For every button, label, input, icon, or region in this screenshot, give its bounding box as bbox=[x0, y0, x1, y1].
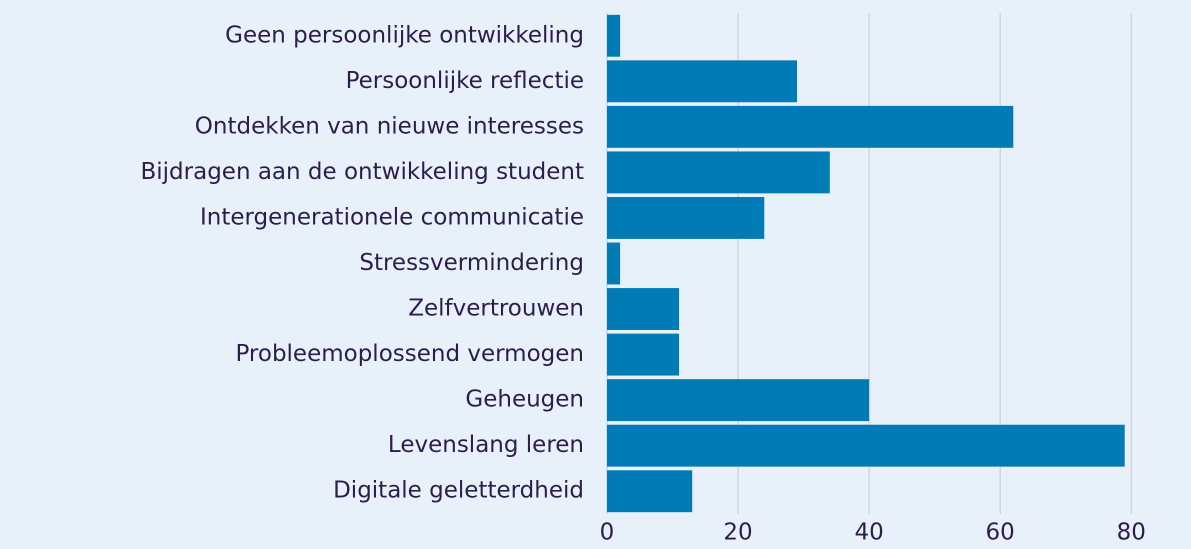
y-tick-label: Stressvermindering bbox=[359, 250, 584, 276]
bar bbox=[607, 60, 798, 103]
y-tick-label: Digitale geletterdheid bbox=[333, 478, 584, 504]
y-tick-label: Geheugen bbox=[465, 387, 584, 413]
bar bbox=[607, 242, 621, 285]
x-tick-label: 0 bbox=[600, 520, 615, 546]
y-tick-label: Ontdekken van nieuwe interesses bbox=[195, 113, 584, 139]
x-tick-label: 60 bbox=[986, 520, 1015, 546]
x-tick-label: 20 bbox=[723, 520, 752, 546]
bar bbox=[607, 197, 765, 239]
bar bbox=[607, 288, 680, 330]
bar bbox=[607, 424, 1125, 467]
y-tick-label: Intergenerationele communicatie bbox=[200, 204, 584, 230]
y-tick-label: Persoonlijke reflectie bbox=[346, 68, 584, 94]
x-tick-label: 80 bbox=[1117, 520, 1146, 546]
y-tick-label: Zelfvertrouwen bbox=[408, 296, 584, 322]
bar bbox=[607, 151, 830, 194]
bar bbox=[607, 333, 680, 376]
y-tick-label: Bijdragen aan de ontwikkeling student bbox=[140, 159, 584, 185]
bar bbox=[607, 105, 1014, 148]
y-tick-label: Probleemoplossend vermogen bbox=[235, 341, 584, 367]
x-tick-label: 40 bbox=[854, 520, 883, 546]
y-tick-label: Geen persoonlijke ontwikkeling bbox=[225, 22, 584, 48]
y-tick-label: Levenslang leren bbox=[388, 432, 584, 458]
bar bbox=[607, 470, 693, 513]
bar bbox=[607, 14, 621, 57]
bar bbox=[607, 379, 870, 422]
